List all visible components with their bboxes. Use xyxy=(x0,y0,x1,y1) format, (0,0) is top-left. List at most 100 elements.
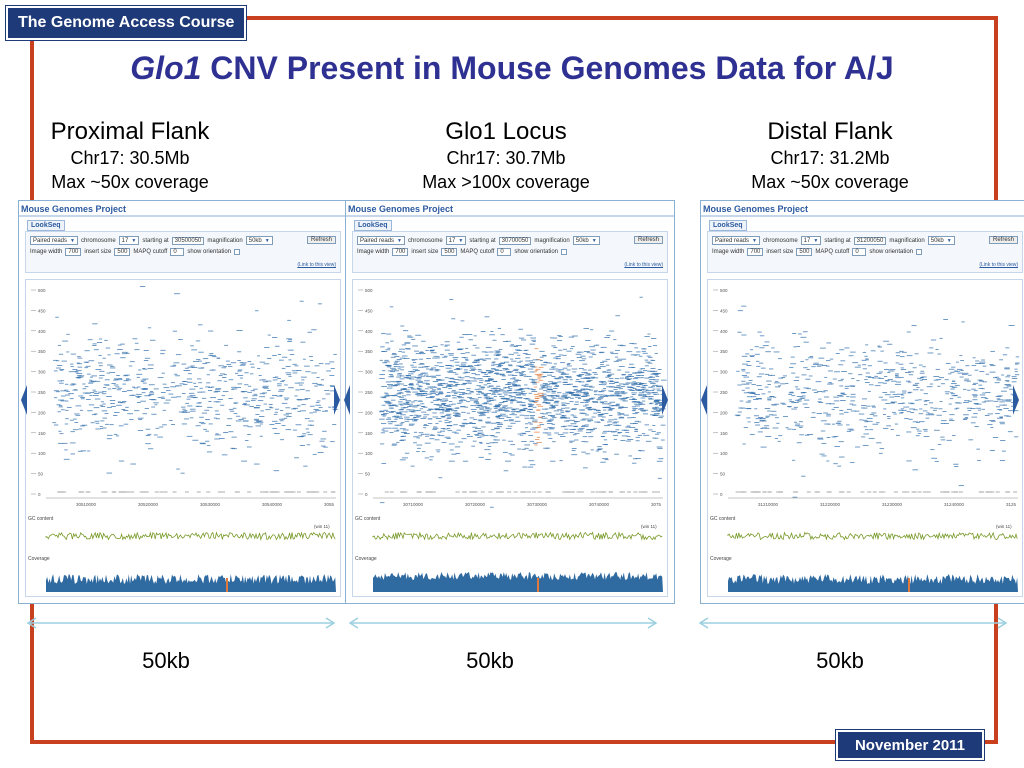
chromosome-select[interactable]: 17 ▼ xyxy=(118,236,140,245)
image-width-input[interactable]: 700 xyxy=(747,248,764,256)
app-title: Mouse Genomes Project xyxy=(21,204,127,214)
plot-area: 500 450 400 350 300 250 200 150 100 50 0 30710000 30… xyxy=(352,279,668,597)
x-tick-label: 30740000 xyxy=(589,502,610,507)
y-tick-label: 100 xyxy=(38,451,46,456)
x-tick-label: 31210000 xyxy=(758,502,779,507)
orientation-checkbox[interactable] xyxy=(234,249,241,255)
image-width-input[interactable]: 700 xyxy=(392,248,409,256)
controls-row: Paired reads ▼ chromosome 17 ▼ starting at 312… xyxy=(712,236,955,245)
orientation-label: show orientation xyxy=(869,249,914,255)
orientation-label: show orientation xyxy=(514,249,559,255)
link-to-view[interactable]: (Link to this view) xyxy=(297,262,336,268)
start-input[interactable]: 30700050 xyxy=(498,236,532,245)
scale-arrow-icon xyxy=(698,617,1008,629)
scroll-right-icon[interactable] xyxy=(1012,385,1020,415)
gc-window-note: (win 11) xyxy=(641,524,657,529)
y-tick-label: 400 xyxy=(365,329,373,334)
mapq-input[interactable]: 0 xyxy=(170,248,185,256)
scroll-right-icon[interactable] xyxy=(333,385,341,415)
mode-select[interactable]: Paired reads ▼ xyxy=(30,236,78,245)
mapq-input[interactable]: 0 xyxy=(497,248,512,256)
image-width-input[interactable]: 700 xyxy=(65,248,82,256)
tab-lookseq[interactable]: LookSeq xyxy=(709,220,747,231)
lookseq-window: Mouse Genomes Project LookSeq Paired reads… xyxy=(18,200,348,604)
refresh-button[interactable]: Refresh xyxy=(988,236,1018,244)
orientation-checkbox[interactable] xyxy=(916,249,923,255)
coverage-highlight xyxy=(226,578,228,592)
mode-select[interactable]: Paired reads ▼ xyxy=(357,236,405,245)
gc-window-note: (win 11) xyxy=(996,524,1012,529)
chromosome-select[interactable]: 17 ▼ xyxy=(800,236,822,245)
y-tick-label: 0 xyxy=(720,492,723,497)
chevron-down-icon: ▼ xyxy=(946,237,952,244)
image-width-label: Image width xyxy=(357,249,390,255)
chromosome-label: chromosome xyxy=(80,237,116,244)
refresh-button[interactable]: Refresh xyxy=(306,236,336,244)
y-tick-label: 350 xyxy=(365,349,373,354)
scroll-left-icon[interactable] xyxy=(20,385,28,415)
chromosome-select[interactable]: 17 ▼ xyxy=(445,236,467,245)
link-to-view[interactable]: (Link to this view) xyxy=(624,262,663,268)
controls-row: Paired reads ▼ chromosome 17 ▼ starting at 305… xyxy=(30,236,273,245)
y-tick-label: 100 xyxy=(720,451,728,456)
mode-value: Paired reads xyxy=(715,237,750,244)
scale-label: 50kb xyxy=(816,648,864,673)
magnification-select[interactable]: 50kb ▼ xyxy=(572,236,600,245)
orientation-checkbox[interactable] xyxy=(561,249,568,255)
scroll-right-icon[interactable] xyxy=(661,385,669,415)
starting-label: starting at xyxy=(469,237,496,244)
chromosome-label: chromosome xyxy=(407,237,443,244)
scroll-left-icon[interactable] xyxy=(343,385,351,415)
y-tick-label: 200 xyxy=(38,410,46,415)
magnification-select[interactable]: 50kb ▼ xyxy=(245,236,273,245)
mapq-label: MAPQ cutoff xyxy=(815,249,850,255)
scroll-left-icon[interactable] xyxy=(700,385,708,415)
insert-size-input[interactable]: 500 xyxy=(114,248,131,256)
column-position: Chr17: 30.5Mb xyxy=(70,148,190,168)
refresh-button[interactable]: Refresh xyxy=(633,236,663,244)
mode-select[interactable]: Paired reads ▼ xyxy=(712,236,760,245)
y-tick-label: 450 xyxy=(720,308,728,313)
chevron-down-icon: ▼ xyxy=(591,237,597,244)
x-tick-label: 30530000 xyxy=(200,502,221,507)
y-tick-label: 250 xyxy=(365,390,373,395)
column-name: Proximal Flank xyxy=(50,118,210,145)
link-to-view[interactable]: (Link to this view) xyxy=(979,262,1018,268)
x-tick-label: 30540000 xyxy=(262,502,283,507)
start-input[interactable]: 31200050 xyxy=(853,236,887,245)
magnification-select[interactable]: 50kb ▼ xyxy=(927,236,955,245)
course-tag: The Genome Access Course xyxy=(4,5,248,41)
coverage-track xyxy=(46,574,336,592)
tab-lookseq[interactable]: LookSeq xyxy=(27,220,65,231)
y-tick-label: 150 xyxy=(720,431,728,436)
mapq-label: MAPQ cutoff xyxy=(133,249,168,255)
scale-label: 50kb xyxy=(466,648,514,673)
reads-layer xyxy=(379,296,667,508)
mapq-input[interactable]: 0 xyxy=(852,248,867,256)
magnification-label: magnification xyxy=(207,237,243,244)
y-tick-label: 150 xyxy=(38,431,46,436)
title-rule xyxy=(346,215,674,217)
chevron-down-icon: ▼ xyxy=(70,237,75,244)
y-tick-label: 400 xyxy=(720,329,728,334)
coverage-label: Coverage xyxy=(355,556,377,562)
y-tick-label: 250 xyxy=(38,390,46,395)
insert-size-input[interactable]: 500 xyxy=(796,248,813,256)
y-tick-label: 400 xyxy=(38,329,46,334)
y-tick-label: 200 xyxy=(720,410,728,415)
app-title: Mouse Genomes Project xyxy=(703,204,809,214)
coverage-track xyxy=(728,574,1018,592)
mode-value: Paired reads xyxy=(360,237,395,244)
image-width-label: Image width xyxy=(712,249,745,255)
coverage-highlight xyxy=(537,578,539,592)
insert-size-input[interactable]: 500 xyxy=(441,248,458,256)
tab-lookseq[interactable]: LookSeq xyxy=(354,220,392,231)
magnification-value: 50kb xyxy=(575,237,589,244)
start-input[interactable]: 30500050 xyxy=(171,236,205,245)
column-position: Chr17: 30.7Mb xyxy=(446,148,566,168)
x-tick-label: 30520000 xyxy=(138,502,159,507)
x-tick-label: 31230000 xyxy=(882,502,903,507)
chevron-down-icon: ▼ xyxy=(131,237,137,244)
y-tick-label: 150 xyxy=(365,431,373,436)
